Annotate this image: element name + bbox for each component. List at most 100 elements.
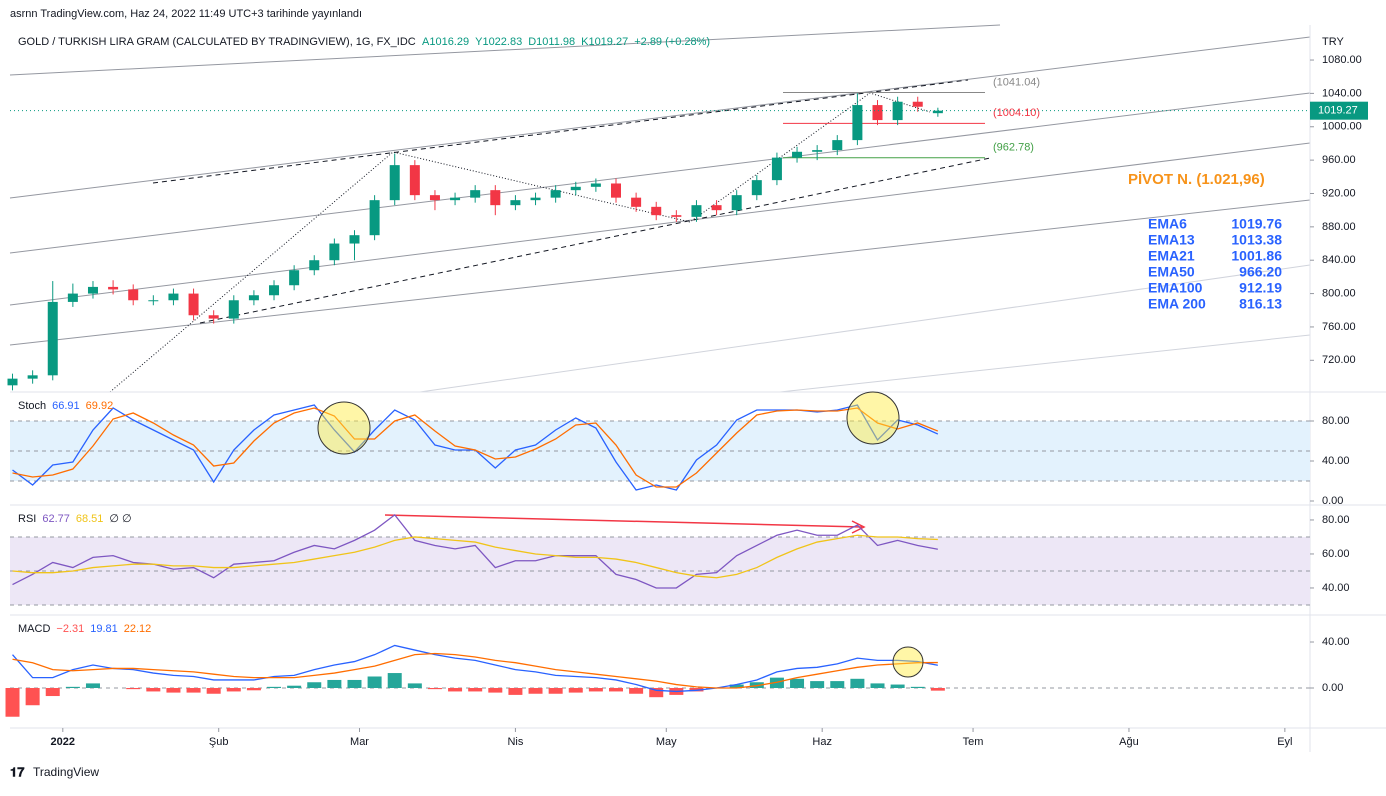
legend-value: +2.89 (+0.28%)	[634, 36, 710, 48]
histogram-bar	[206, 687, 221, 694]
y-tick-label: 40.00	[1322, 636, 1350, 648]
candle-body	[87, 286, 98, 294]
ema-name: EMA6	[1148, 216, 1187, 232]
pane-value: −2.31	[56, 623, 84, 635]
histogram-bar	[468, 687, 483, 692]
candle-body	[751, 180, 762, 196]
pivot-label: PİVOT N. (1.021,96)	[1128, 171, 1265, 188]
candle-body	[409, 165, 420, 196]
candle-body	[510, 200, 521, 206]
candle-body	[248, 295, 259, 301]
y-tick-label: 1000.00	[1322, 121, 1362, 133]
candle-body	[812, 150, 823, 152]
candle-body	[550, 190, 561, 198]
candle-body	[610, 183, 621, 198]
level-label: (1041.04)	[993, 76, 1040, 88]
indicator-line	[12, 534, 938, 579]
histogram-bar	[126, 687, 141, 690]
histogram-bar	[45, 687, 60, 697]
y-tick-label: 720.00	[1322, 354, 1356, 366]
histogram-bar	[427, 687, 442, 690]
y-tick-label: 760.00	[1322, 321, 1356, 333]
histogram-bar	[528, 687, 543, 694]
histogram-bar	[729, 684, 744, 688]
x-tick-label: Eyl	[1277, 736, 1292, 748]
level-label: (962.78)	[993, 142, 1034, 154]
y-tick-label: 920.00	[1322, 187, 1356, 199]
candle-body	[269, 285, 280, 296]
histogram-bar	[287, 685, 302, 688]
y-tick-label: 800.00	[1322, 287, 1356, 299]
histogram-bar	[548, 687, 563, 694]
legend-value: A1016.29	[422, 36, 469, 48]
ema-value: 912.19	[1239, 280, 1282, 296]
ema-value: 966.20	[1239, 264, 1282, 280]
histogram-bar	[870, 683, 885, 688]
indicator-line	[12, 644, 938, 693]
pane-value: 69.92	[86, 400, 114, 412]
histogram-bar	[347, 679, 362, 688]
candle-body	[7, 378, 18, 386]
currency: TRY	[1322, 36, 1344, 48]
ema-value: 1019.76	[1231, 216, 1282, 232]
channel-line	[9, 24, 1001, 76]
histogram-bar	[186, 687, 201, 693]
pane-value: 68.51	[76, 513, 104, 525]
highlight-circle	[846, 391, 900, 445]
histogram-bar	[448, 687, 463, 692]
histogram-bar	[85, 683, 100, 688]
ema-name: EMA50	[1148, 264, 1195, 280]
channel-lines	[9, 24, 1311, 393]
candle-body	[389, 165, 400, 201]
footer-text: TradingView	[33, 765, 99, 779]
legend-value: D1011.98	[528, 36, 575, 48]
pane-value: 19.81	[90, 623, 118, 635]
y-tick-label: 80.00	[1322, 514, 1350, 526]
level-label: (1004.10)	[993, 107, 1040, 119]
indicator-line	[12, 513, 938, 589]
histogram-bar	[910, 686, 925, 688]
histogram-bar	[629, 687, 644, 694]
candle-body	[67, 293, 78, 302]
histogram-bar	[568, 687, 583, 693]
y-tick-label: 40.00	[1322, 582, 1350, 594]
y-tick-label: 1040.00	[1322, 87, 1362, 99]
candle-body	[329, 243, 340, 261]
histogram-bar	[65, 686, 80, 688]
x-tick-label: Ağu	[1119, 736, 1139, 748]
y-tick-label: 40.00	[1322, 455, 1350, 467]
candle-body	[470, 190, 481, 198]
y-tick-label: 880.00	[1322, 221, 1356, 233]
candle-body	[108, 286, 119, 290]
x-tick-label: Nis	[507, 736, 523, 748]
candle-body	[792, 151, 803, 158]
indicator-line	[12, 407, 939, 488]
histogram-bar	[488, 687, 503, 693]
arrow-head	[851, 520, 866, 534]
y-tick-label: 0.00	[1322, 682, 1343, 694]
highlight-circle	[317, 401, 371, 455]
divergence-arrow	[384, 514, 863, 528]
histogram-bar	[830, 681, 845, 688]
candle-body	[872, 105, 883, 121]
y-tick-label: 1080.00	[1322, 54, 1362, 66]
histogram-bar	[649, 687, 664, 698]
candle-body	[912, 101, 923, 107]
x-tick-label: Mar	[350, 736, 369, 748]
candle-body	[932, 110, 943, 114]
histogram-bar	[25, 687, 40, 706]
histogram-bar	[5, 687, 20, 717]
channel-line	[9, 199, 1311, 346]
candle-body	[47, 301, 58, 376]
histogram-bar	[407, 683, 422, 688]
channel-line	[9, 36, 1311, 199]
candle-body	[148, 300, 159, 302]
histogram-bar	[387, 673, 402, 688]
candle-body	[651, 206, 662, 216]
histogram-bar	[850, 678, 865, 688]
histogram-bar	[508, 687, 523, 695]
candle-body	[631, 197, 642, 207]
y-tick-label: 960.00	[1322, 154, 1356, 166]
